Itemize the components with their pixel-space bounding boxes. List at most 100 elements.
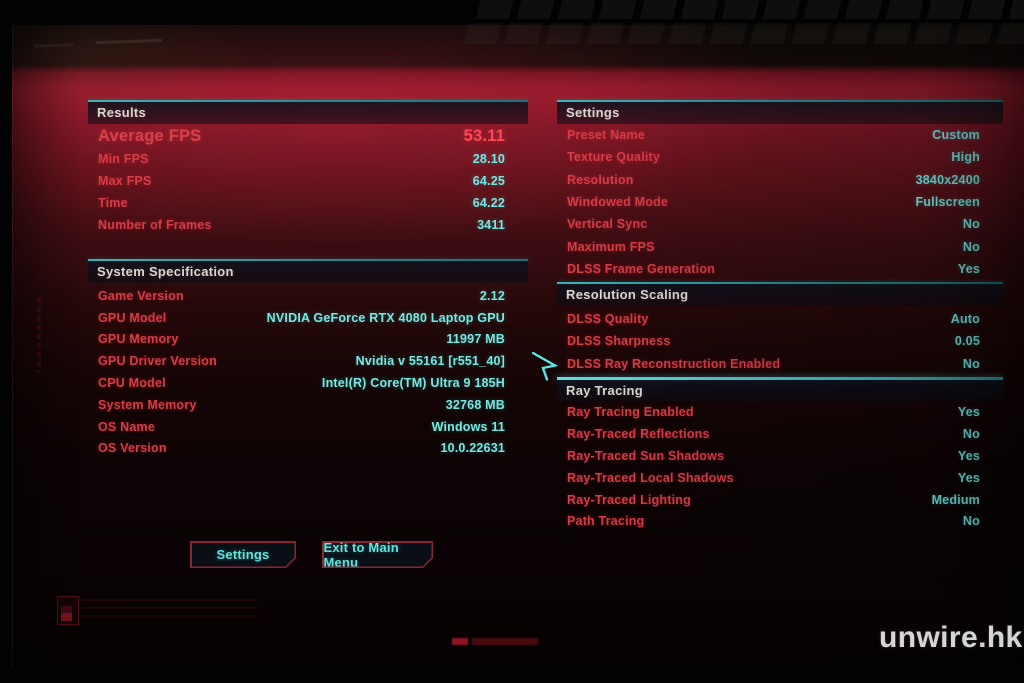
vertical-decor-text [37, 298, 41, 372]
spec-label: GPU Driver Version [98, 354, 217, 369]
stat-label: Time [98, 196, 128, 210]
average-fps-value: 53.11 [463, 126, 505, 145]
ray-tracing-panel: Ray Tracing Ray Tracing Enabled Yes Ray-… [557, 377, 1003, 532]
setting-row: Ray Tracing Enabled Yes [557, 402, 1003, 424]
setting-value: Medium [931, 492, 980, 507]
mouse-cursor-icon [529, 350, 561, 389]
setting-label: Path Tracing [567, 514, 645, 529]
setting-row: Ray-Traced Local Shadows Yes [557, 467, 1003, 489]
spec-row: GPU Model NVIDIA GeForce RTX 4080 Laptop… [88, 307, 528, 329]
setting-value: 3840x2400 [915, 172, 980, 187]
stat-row: Time 64.22 [88, 192, 528, 214]
setting-label: Ray-Traced Sun Shadows [567, 448, 725, 463]
setting-value: Custom [932, 128, 980, 143]
spec-row: Game Version 2.12 [88, 285, 528, 307]
setting-row: Preset Name Custom [557, 124, 1003, 146]
benchmark-screen-background [12, 25, 1024, 668]
spec-value: 11997 MB [446, 332, 505, 347]
spec-label: OS Version [98, 441, 167, 456]
spec-row: GPU Memory 11997 MB [88, 329, 528, 351]
resolution-scaling-divider [557, 282, 1003, 284]
setting-row: Texture Quality High [557, 146, 1003, 168]
setting-label: Texture Quality [567, 150, 661, 165]
stat-label: Number of Frames [98, 218, 212, 232]
setting-row: Path Tracing No [557, 510, 1003, 532]
setting-row: Ray-Traced Sun Shadows Yes [557, 445, 1003, 467]
corner-decor-glyph [57, 596, 79, 625]
spec-row: System Memory 32768 MB [88, 394, 528, 416]
setting-label: Ray-Traced Reflections [567, 427, 710, 442]
setting-label: Vertical Sync [567, 217, 648, 232]
setting-row: Vertical Sync No [557, 213, 1003, 235]
stat-value: 64.25 [472, 174, 505, 188]
stat-row: Min FPS 28.10 [88, 148, 528, 170]
spec-value: 32768 MB [445, 397, 505, 412]
results-panel: Results Average FPS 53.11 Min FPS 28.10 … [88, 100, 528, 236]
spec-label: CPU Model [98, 376, 166, 391]
system-specification-panel: System Specification Game Version 2.12 G… [88, 259, 528, 459]
stat-value: 3411 [477, 218, 505, 232]
setting-value: No [962, 427, 980, 442]
footer-logo-decor [452, 638, 538, 645]
spec-value: Nvidia v 55161 [r551_40] [355, 354, 505, 369]
average-fps-label: Average FPS [98, 126, 202, 145]
results-header: Results [88, 102, 528, 124]
spec-value: NVIDIA GeForce RTX 4080 Laptop GPU [266, 310, 505, 325]
setting-value: 0.05 [954, 334, 980, 349]
system-specification-divider [88, 259, 528, 261]
stat-value: 64.22 [472, 196, 505, 210]
ray-tracing-header: Ray Tracing [557, 379, 1003, 402]
watermark: unwire.hk [879, 621, 1023, 654]
setting-value: Auto [950, 312, 980, 327]
setting-row: Windowed Mode Fullscreen [557, 191, 1003, 213]
stat-label: Min FPS [98, 152, 149, 166]
setting-label: DLSS Quality [567, 312, 649, 327]
setting-value: No [962, 356, 980, 371]
setting-value: Yes [957, 261, 980, 276]
setting-label: Ray Tracing Enabled [567, 405, 694, 420]
spec-row: OS Version 10.0.22631 [88, 438, 528, 460]
setting-value: No [962, 239, 980, 254]
ray-tracing-divider [557, 377, 1003, 380]
spec-label: GPU Model [98, 310, 167, 325]
setting-label: Resolution [567, 172, 634, 187]
setting-row: Ray-Traced Reflections No [557, 423, 1003, 445]
settings-divider [557, 100, 1003, 102]
setting-value: High [951, 150, 980, 165]
setting-value: Yes [957, 470, 980, 485]
stat-label: Max FPS [98, 174, 152, 188]
setting-label: Maximum FPS [567, 239, 655, 254]
settings-header: Settings [557, 102, 1003, 124]
spec-value: 10.0.22631 [440, 441, 505, 456]
spec-row: OS Name Windows 11 [88, 416, 528, 438]
setting-value: No [962, 217, 980, 232]
setting-row: DLSS Ray Reconstruction Enabled No [557, 353, 1003, 375]
settings-button[interactable]: Settings [190, 541, 296, 568]
exit-to-main-menu-button-label: Exit to Main Menu [324, 543, 432, 567]
setting-value: Yes [957, 448, 980, 463]
setting-label: DLSS Ray Reconstruction Enabled [567, 356, 781, 371]
spec-label: System Memory [98, 397, 197, 412]
keyboard-reflection [475, 0, 1024, 19]
stat-value: 28.10 [472, 152, 505, 166]
average-fps-row: Average FPS 53.11 [88, 124, 528, 148]
spec-row: CPU Model Intel(R) Core(TM) Ultra 9 185H [88, 372, 528, 394]
system-specification-header: System Specification [88, 261, 528, 283]
setting-row: Maximum FPS No [557, 235, 1003, 257]
spec-label: OS Name [98, 419, 155, 434]
spec-value: Windows 11 [431, 419, 505, 434]
setting-label: DLSS Sharpness [567, 334, 671, 349]
settings-button-label: Settings [192, 543, 295, 567]
spec-row: GPU Driver Version Nvidia v 55161 [r551_… [88, 350, 528, 372]
setting-value: Fullscreen [915, 195, 980, 210]
setting-row: Resolution 3840x2400 [557, 169, 1003, 191]
spec-label: GPU Memory [98, 332, 179, 347]
settings-panel: Settings Preset Name Custom Texture Qual… [557, 100, 1003, 280]
setting-label: DLSS Frame Generation [567, 261, 715, 276]
stat-row: Number of Frames 3411 [88, 214, 528, 236]
setting-label: Ray-Traced Lighting [567, 492, 691, 507]
setting-value: No [962, 514, 980, 529]
exit-to-main-menu-button[interactable]: Exit to Main Menu [322, 541, 433, 568]
setting-label: Ray-Traced Local Shadows [567, 470, 734, 485]
stat-row: Max FPS 64.25 [88, 170, 528, 192]
